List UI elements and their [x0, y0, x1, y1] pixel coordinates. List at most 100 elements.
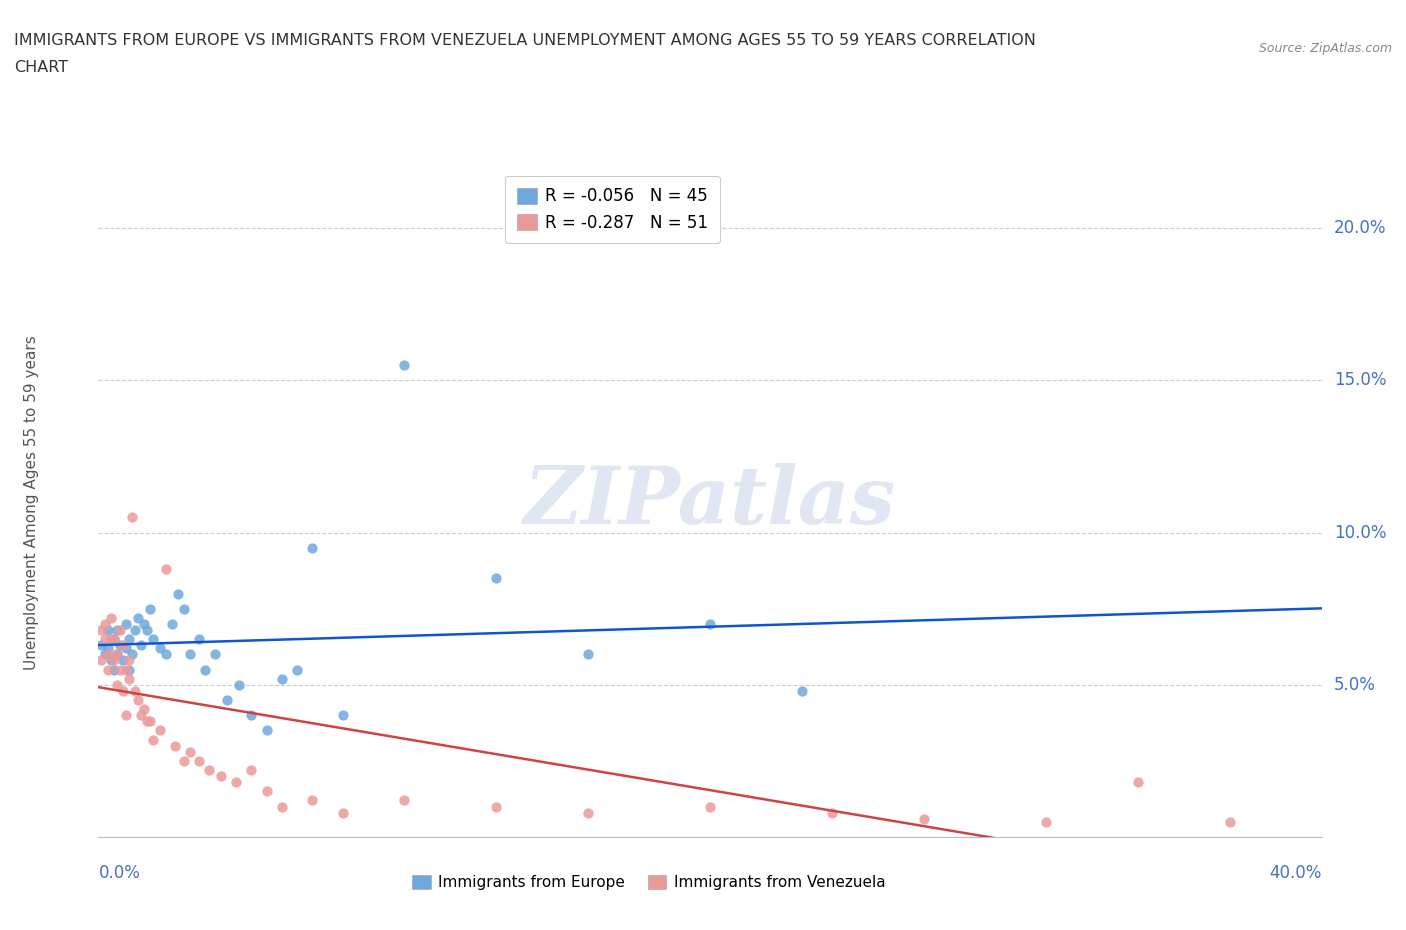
Text: 15.0%: 15.0% [1334, 371, 1386, 390]
Point [111, 638, 134, 653]
Point [149, 723, 172, 737]
Point [108, 638, 131, 653]
Point [136, 714, 159, 729]
Text: 40.0%: 40.0% [1270, 864, 1322, 882]
Point [270, 671, 292, 686]
Point [97, 662, 120, 677]
Text: 0.0%: 0.0% [98, 864, 141, 882]
Point [105, 622, 128, 637]
Point [332, 708, 354, 723]
Point [115, 641, 138, 656]
Point [111, 684, 134, 698]
Point [215, 693, 238, 708]
Point [209, 769, 232, 784]
Point [97, 641, 120, 656]
Point [90, 622, 112, 637]
Point [179, 744, 201, 759]
Text: 5.0%: 5.0% [1334, 676, 1375, 694]
Point [139, 714, 162, 729]
Point [129, 638, 152, 653]
Point [821, 805, 844, 820]
Point [188, 631, 211, 646]
Point [790, 684, 813, 698]
Point [142, 732, 165, 747]
Point [163, 738, 186, 753]
Point [256, 723, 278, 737]
Point [142, 631, 165, 646]
Point [90, 638, 112, 653]
Point [392, 793, 416, 808]
Point [115, 617, 138, 631]
Point [103, 631, 125, 646]
Point [179, 647, 201, 662]
Text: 10.0%: 10.0% [1334, 524, 1386, 541]
Point [97, 622, 120, 637]
Point [485, 799, 508, 814]
Text: Unemployment Among Ages 55 to 59 years: Unemployment Among Ages 55 to 59 years [24, 335, 38, 670]
Text: Source: ZipAtlas.com: Source: ZipAtlas.com [1258, 42, 1392, 55]
Point [124, 622, 146, 637]
Point [332, 805, 354, 820]
Point [134, 702, 156, 717]
Point [301, 540, 323, 555]
Point [127, 610, 149, 625]
Point [115, 708, 138, 723]
Point [108, 622, 131, 637]
Point [105, 647, 128, 662]
Point [124, 684, 146, 698]
Text: ZIPatlas: ZIPatlas [524, 463, 896, 541]
Point [173, 602, 195, 617]
Point [194, 662, 217, 677]
Point [118, 631, 141, 646]
Point [118, 662, 141, 677]
Legend: Immigrants from Europe, Immigrants from Venezuela: Immigrants from Europe, Immigrants from … [406, 869, 891, 897]
Point [576, 805, 599, 820]
Point [1128, 775, 1150, 790]
Point [576, 647, 599, 662]
Point [155, 562, 177, 577]
Point [127, 693, 149, 708]
Point [285, 662, 308, 677]
Point [228, 677, 250, 692]
Point [90, 653, 112, 668]
Point [105, 677, 128, 692]
Point [188, 753, 211, 768]
Point [240, 708, 263, 723]
Point [93, 647, 115, 662]
Point [136, 622, 159, 637]
Point [134, 617, 156, 631]
Point [105, 647, 128, 662]
Point [93, 631, 115, 646]
Point [100, 653, 122, 668]
Point [485, 571, 508, 586]
Point [111, 653, 134, 668]
Point [100, 631, 122, 646]
Point [100, 610, 122, 625]
Point [197, 763, 219, 777]
Point [225, 775, 247, 790]
Point [118, 653, 141, 668]
Point [139, 602, 162, 617]
Point [240, 763, 263, 777]
Point [103, 631, 125, 646]
Point [699, 799, 721, 814]
Point [121, 647, 143, 662]
Text: IMMIGRANTS FROM EUROPE VS IMMIGRANTS FROM VENEZUELA UNEMPLOYMENT AMONG AGES 55 T: IMMIGRANTS FROM EUROPE VS IMMIGRANTS FRO… [14, 33, 1036, 47]
Point [699, 617, 721, 631]
Point [204, 647, 226, 662]
Point [167, 586, 190, 601]
Point [115, 662, 138, 677]
Point [256, 784, 278, 799]
Point [103, 662, 125, 677]
Point [1219, 815, 1241, 830]
Point [160, 617, 183, 631]
Point [129, 708, 152, 723]
Point [103, 653, 125, 668]
Text: 20.0%: 20.0% [1334, 219, 1386, 237]
Point [97, 647, 120, 662]
Point [270, 799, 292, 814]
Point [93, 617, 115, 631]
Point [108, 662, 131, 677]
Point [155, 647, 177, 662]
Point [118, 671, 141, 686]
